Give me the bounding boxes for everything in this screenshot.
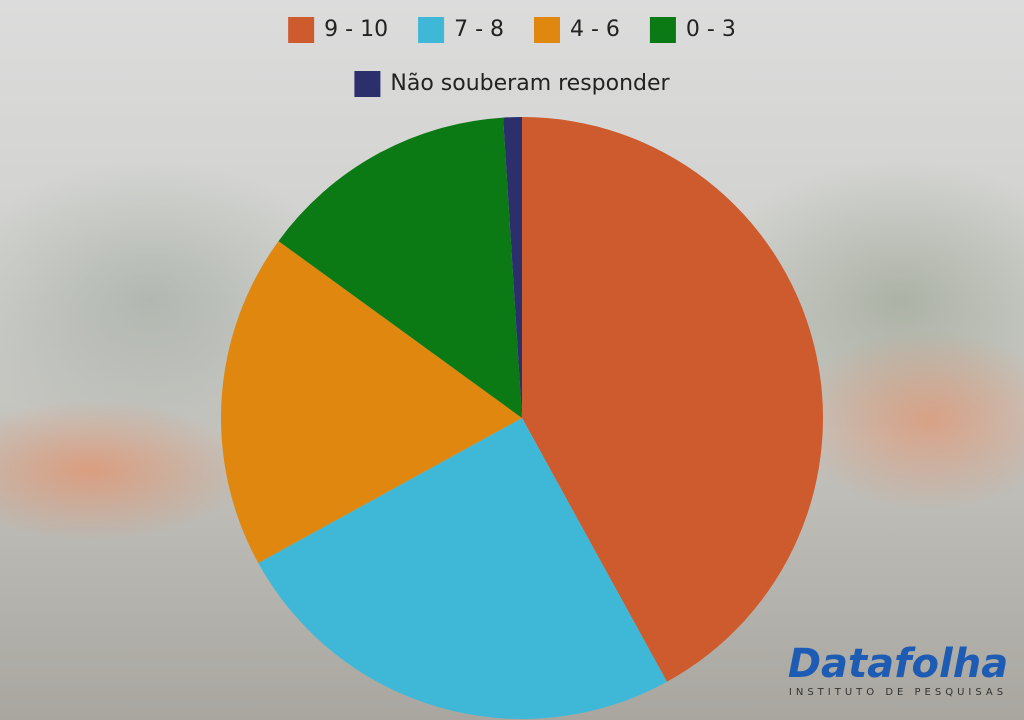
legend-label: 9 - 10 bbox=[324, 17, 388, 42]
legend-swatch bbox=[418, 17, 445, 43]
legend-label: 0 - 3 bbox=[686, 17, 736, 42]
legend-swatch bbox=[354, 71, 381, 97]
legend-swatch bbox=[534, 17, 560, 43]
pie-slice bbox=[278, 117, 522, 418]
legend-label: 4 - 6 bbox=[570, 17, 620, 42]
legend-label: 7 - 8 bbox=[454, 17, 504, 42]
pie-slice bbox=[503, 117, 522, 418]
pie-slice bbox=[258, 418, 668, 719]
legend-swatch bbox=[649, 17, 676, 43]
pie-slice bbox=[220, 241, 522, 564]
brand-name: Datafolha bbox=[788, 641, 1008, 687]
brand-tagline: INSTITUTO DE PESQUISAS bbox=[789, 687, 1007, 698]
legend-swatch bbox=[288, 17, 315, 43]
legend-label: Não souberam responder bbox=[390, 71, 670, 96]
pie-slice bbox=[522, 117, 823, 682]
